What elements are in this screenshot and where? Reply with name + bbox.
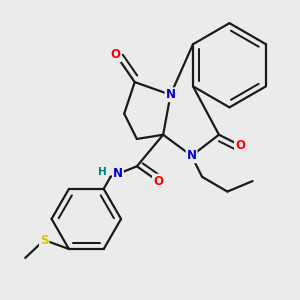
Text: N: N	[166, 88, 176, 101]
Text: O: O	[235, 139, 245, 152]
Text: O: O	[111, 48, 121, 61]
Text: N: N	[113, 167, 123, 180]
Text: H: H	[98, 167, 106, 177]
Text: N: N	[187, 149, 196, 162]
Text: S: S	[40, 233, 49, 247]
Text: O: O	[153, 175, 163, 188]
